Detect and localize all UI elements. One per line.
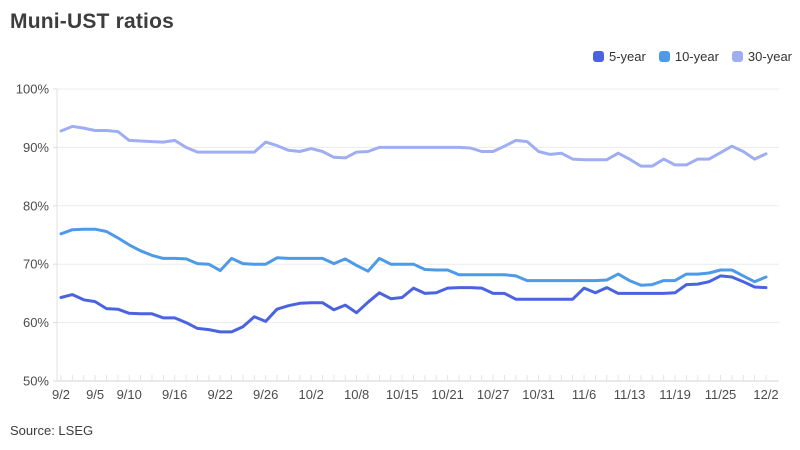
svg-text:9/16: 9/16 — [162, 387, 187, 402]
legend-swatch-30-year-icon — [731, 51, 743, 62]
svg-text:90%: 90% — [23, 140, 49, 155]
chart-legend: 5-year 10-year 30-year — [592, 49, 792, 64]
svg-text:9/2: 9/2 — [52, 387, 70, 402]
legend-label-10-year: 10-year — [674, 49, 719, 64]
legend-swatch-5-year-icon — [592, 51, 604, 62]
svg-text:60%: 60% — [23, 315, 49, 330]
page-title: Muni-UST ratios — [10, 10, 174, 33]
svg-text:10/27: 10/27 — [477, 387, 510, 402]
svg-text:80%: 80% — [23, 198, 49, 213]
svg-text:12/2: 12/2 — [753, 387, 778, 402]
legend-swatch-10-year-icon — [658, 51, 670, 62]
svg-text:11/6: 11/6 — [572, 387, 596, 402]
legend-item-30-year: 30-year — [731, 49, 792, 64]
legend-item-10-year: 10-year — [658, 49, 719, 64]
legend-label-30-year: 30-year — [747, 49, 792, 64]
svg-text:50%: 50% — [23, 374, 49, 389]
svg-text:10/31: 10/31 — [522, 387, 555, 402]
source-attribution: Source: LSEG — [10, 423, 94, 438]
legend-label-5-year: 5-year — [608, 49, 646, 64]
svg-text:9/5: 9/5 — [86, 387, 104, 402]
svg-text:9/22: 9/22 — [208, 387, 233, 402]
svg-text:11/19: 11/19 — [659, 387, 691, 402]
legend-item-5-year: 5-year — [592, 49, 646, 64]
svg-text:10/21: 10/21 — [431, 387, 464, 402]
svg-text:9/26: 9/26 — [253, 387, 278, 402]
svg-text:10/15: 10/15 — [386, 387, 419, 402]
svg-text:9/10: 9/10 — [117, 387, 142, 402]
svg-text:70%: 70% — [23, 257, 49, 272]
svg-text:10/8: 10/8 — [344, 387, 369, 402]
svg-text:100%: 100% — [16, 82, 50, 97]
svg-text:11/13: 11/13 — [614, 387, 646, 402]
svg-text:10/2: 10/2 — [299, 387, 324, 402]
svg-text:11/25: 11/25 — [705, 387, 737, 402]
